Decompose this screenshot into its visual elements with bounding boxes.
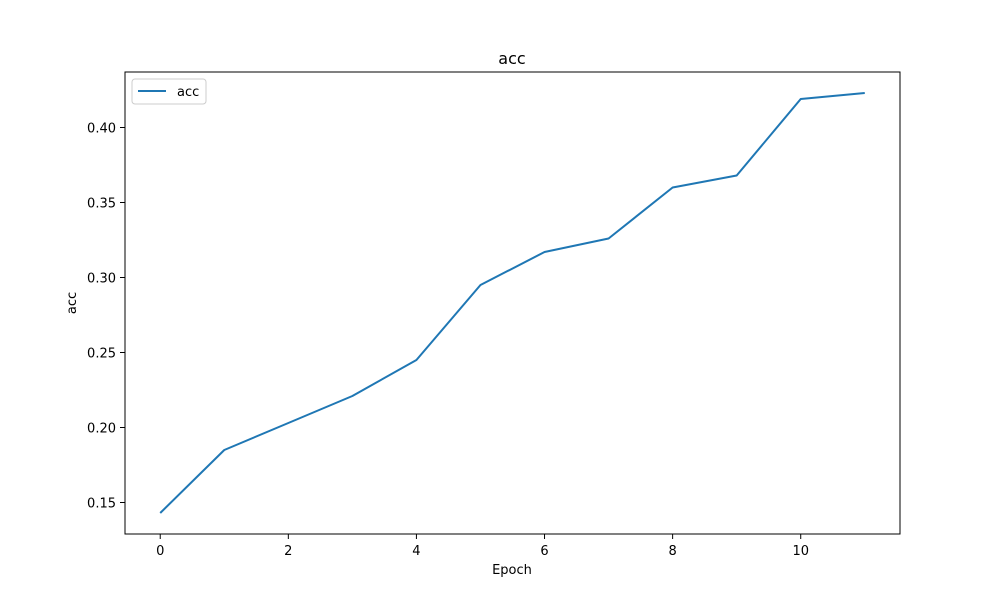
x-tick-label: 4 — [412, 544, 420, 559]
series-group — [159, 92, 865, 514]
plot-area — [124, 71, 901, 535]
x-axis: 0 2 4 6 8 10 — [156, 534, 809, 559]
y-axis: 0.15 0.20 0.25 0.30 0.35 0.40 — [87, 122, 125, 512]
axes-frame — [124, 71, 901, 535]
legend: acc — [131, 78, 207, 105]
y-tick-label: 0.15 — [87, 497, 116, 512]
legend-label-acc: acc — [177, 85, 199, 100]
x-tick-label: 6 — [540, 544, 548, 559]
x-axis-title: Epoch — [492, 563, 532, 578]
x-tick-label: 8 — [668, 544, 676, 559]
series-line-acc — [159, 92, 865, 514]
x-tick-label: 0 — [156, 544, 164, 559]
chart-title: acc — [498, 49, 525, 68]
x-tick-label: 10 — [792, 544, 809, 559]
y-tick-label: 0.40 — [87, 122, 116, 137]
y-tick-label: 0.35 — [87, 197, 116, 212]
x-tick-label: 2 — [284, 544, 292, 559]
y-axis-title: acc — [65, 292, 80, 314]
y-tick-label: 0.20 — [87, 422, 116, 437]
legend-box — [131, 78, 207, 105]
y-tick-label: 0.30 — [87, 272, 116, 287]
y-tick-label: 0.25 — [87, 347, 116, 362]
